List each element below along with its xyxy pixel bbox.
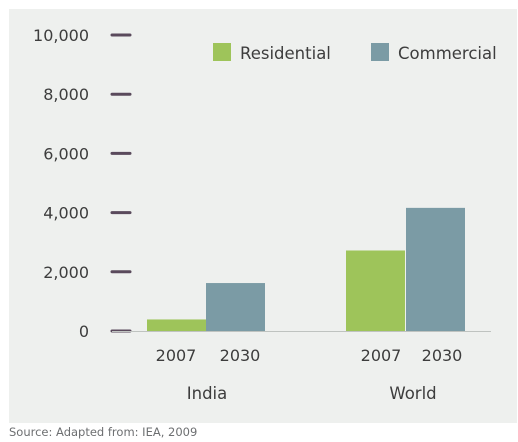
bar-world-2007-residential: [346, 250, 405, 331]
y-tick-label: 6,000: [43, 144, 89, 163]
y-tick-label: 10,000: [33, 26, 89, 45]
legend-label-commercial: Commercial: [398, 44, 497, 63]
legend-swatch-commercial: [371, 43, 389, 61]
x-category-label: 2030: [220, 346, 261, 365]
x-group-label: India: [187, 384, 228, 403]
bar-india-2030-commercial: [206, 283, 265, 331]
bar-world-2030-commercial: [406, 207, 465, 331]
chart-panel: 0 2,000 4,000 6,000 8,000 10,000 2007 2030 India…: [9, 9, 517, 423]
y-tick-label: 0: [79, 322, 89, 341]
y-tick-label: 2,000: [43, 263, 89, 282]
x-category-label: 2007: [361, 346, 402, 365]
legend-label-residential: Residential: [240, 44, 331, 63]
source-note: Source: Adapted from: IEA, 2009: [9, 425, 198, 439]
legend-swatch-residential: [213, 43, 231, 61]
y-tick-label: 4,000: [43, 204, 89, 223]
x-category-label: 2030: [422, 346, 463, 365]
x-group-label: World: [389, 384, 436, 403]
x-category-label: 2007: [156, 346, 197, 365]
bar-india-2007-residential: [147, 319, 206, 331]
bar-chart: 0 2,000 4,000 6,000 8,000 10,000 2007 2030 India…: [33, 26, 497, 403]
y-tick-label: 8,000: [43, 85, 89, 104]
